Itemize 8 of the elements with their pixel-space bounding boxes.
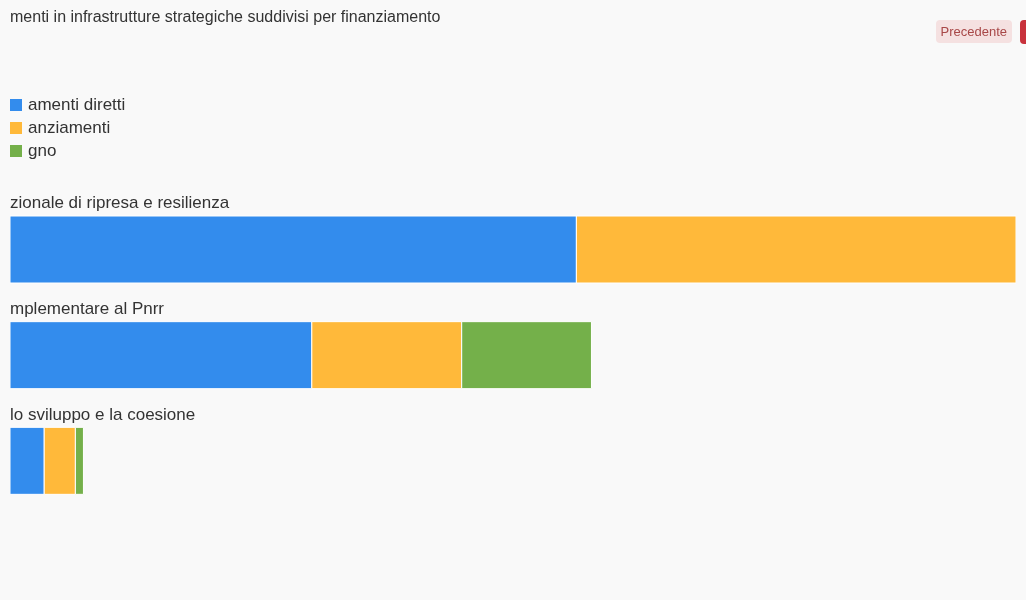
legend-label: amenti diretti — [28, 95, 126, 114]
chart-title: menti in infrastrutture strategiche suddivisi per finanziamento — [10, 8, 441, 26]
text: Precedente — [935, 20, 1012, 43]
legend-label: gno — [28, 141, 57, 160]
y-tick-label: zionale di ripresa e resilienza — [10, 193, 230, 214]
legend-label: anziamenti — [28, 118, 111, 137]
y-tick-label: lo sviluppo e la coesione — [10, 404, 196, 425]
y-tick-label: mplementare al Pnrr — [10, 299, 165, 319]
